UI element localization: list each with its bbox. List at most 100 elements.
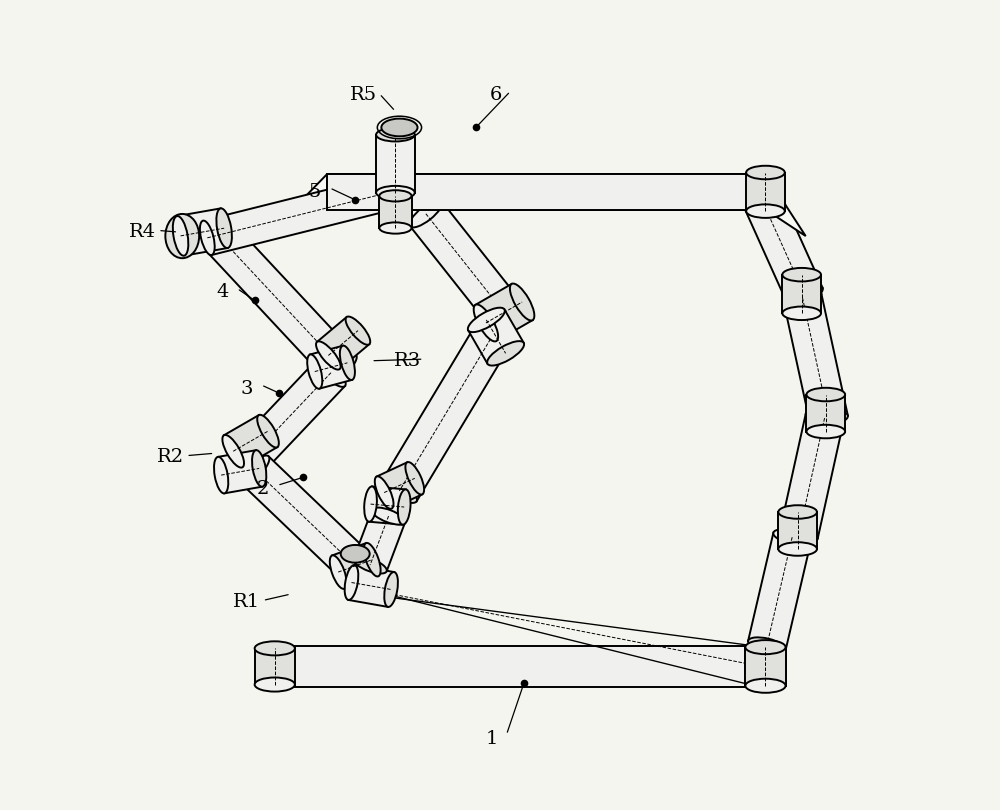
- Ellipse shape: [744, 190, 780, 211]
- Ellipse shape: [216, 208, 232, 248]
- Polygon shape: [369, 487, 406, 525]
- Ellipse shape: [372, 508, 405, 525]
- Text: 4: 4: [216, 284, 229, 301]
- Ellipse shape: [381, 118, 418, 136]
- Polygon shape: [806, 394, 845, 432]
- Ellipse shape: [806, 388, 845, 401]
- Polygon shape: [410, 201, 522, 327]
- Polygon shape: [255, 648, 295, 684]
- Ellipse shape: [255, 642, 295, 655]
- Ellipse shape: [252, 450, 266, 487]
- Text: R1: R1: [233, 593, 260, 611]
- Ellipse shape: [748, 637, 786, 653]
- Ellipse shape: [487, 341, 524, 365]
- Text: 2: 2: [257, 480, 269, 498]
- Ellipse shape: [806, 424, 845, 438]
- Polygon shape: [218, 450, 262, 493]
- Ellipse shape: [375, 476, 393, 509]
- Ellipse shape: [782, 306, 821, 320]
- Polygon shape: [376, 134, 415, 193]
- Ellipse shape: [745, 642, 786, 655]
- Polygon shape: [780, 414, 843, 539]
- Ellipse shape: [353, 556, 387, 573]
- Polygon shape: [382, 329, 508, 501]
- Polygon shape: [348, 565, 394, 607]
- Ellipse shape: [782, 268, 821, 281]
- Ellipse shape: [398, 489, 411, 525]
- Text: 3: 3: [240, 380, 253, 398]
- Polygon shape: [202, 220, 356, 382]
- Polygon shape: [224, 415, 277, 467]
- Ellipse shape: [474, 305, 498, 342]
- Ellipse shape: [773, 529, 811, 545]
- Ellipse shape: [376, 128, 415, 142]
- Ellipse shape: [410, 200, 442, 228]
- Ellipse shape: [330, 556, 347, 589]
- Polygon shape: [310, 346, 352, 389]
- Ellipse shape: [778, 505, 817, 518]
- Ellipse shape: [778, 542, 817, 556]
- Polygon shape: [203, 173, 403, 255]
- Polygon shape: [782, 275, 821, 313]
- Polygon shape: [468, 309, 524, 364]
- Polygon shape: [745, 193, 823, 304]
- Polygon shape: [317, 317, 369, 369]
- Ellipse shape: [345, 565, 358, 600]
- Ellipse shape: [806, 410, 843, 426]
- Text: R5: R5: [350, 87, 377, 104]
- Ellipse shape: [787, 286, 823, 306]
- Ellipse shape: [364, 487, 377, 522]
- Ellipse shape: [784, 290, 821, 305]
- Polygon shape: [275, 646, 765, 687]
- Text: R4: R4: [128, 223, 156, 241]
- Ellipse shape: [349, 558, 377, 588]
- Text: 1: 1: [486, 730, 498, 748]
- Polygon shape: [746, 173, 785, 211]
- Polygon shape: [177, 208, 228, 256]
- Ellipse shape: [489, 301, 522, 328]
- Polygon shape: [748, 533, 811, 650]
- Ellipse shape: [255, 677, 295, 692]
- Ellipse shape: [468, 308, 505, 332]
- Polygon shape: [745, 647, 786, 686]
- Polygon shape: [275, 174, 806, 236]
- Ellipse shape: [510, 284, 534, 321]
- Polygon shape: [242, 456, 376, 587]
- Ellipse shape: [201, 219, 231, 247]
- Polygon shape: [354, 509, 405, 571]
- Ellipse shape: [810, 412, 848, 428]
- Ellipse shape: [746, 166, 785, 179]
- Ellipse shape: [236, 443, 265, 471]
- Ellipse shape: [379, 190, 412, 202]
- Ellipse shape: [745, 677, 786, 692]
- Polygon shape: [377, 463, 422, 509]
- Ellipse shape: [257, 415, 279, 447]
- Ellipse shape: [165, 214, 199, 258]
- Polygon shape: [475, 284, 533, 341]
- Ellipse shape: [364, 543, 381, 577]
- Polygon shape: [379, 196, 412, 228]
- Ellipse shape: [745, 679, 786, 693]
- Ellipse shape: [473, 327, 508, 352]
- Ellipse shape: [241, 455, 269, 485]
- Ellipse shape: [746, 204, 785, 218]
- Ellipse shape: [405, 462, 424, 495]
- Text: 6: 6: [490, 87, 502, 104]
- Ellipse shape: [214, 457, 228, 493]
- Ellipse shape: [340, 346, 355, 380]
- Ellipse shape: [307, 355, 322, 389]
- Polygon shape: [745, 648, 786, 684]
- Ellipse shape: [222, 435, 244, 467]
- Ellipse shape: [173, 216, 188, 256]
- Text: 5: 5: [309, 183, 321, 201]
- Polygon shape: [778, 512, 817, 549]
- Ellipse shape: [346, 317, 370, 345]
- Ellipse shape: [316, 359, 346, 387]
- Polygon shape: [327, 174, 765, 210]
- Polygon shape: [784, 294, 848, 424]
- Ellipse shape: [316, 341, 341, 369]
- Ellipse shape: [379, 223, 412, 233]
- Polygon shape: [332, 543, 378, 589]
- Polygon shape: [327, 174, 765, 210]
- Text: R2: R2: [157, 448, 184, 467]
